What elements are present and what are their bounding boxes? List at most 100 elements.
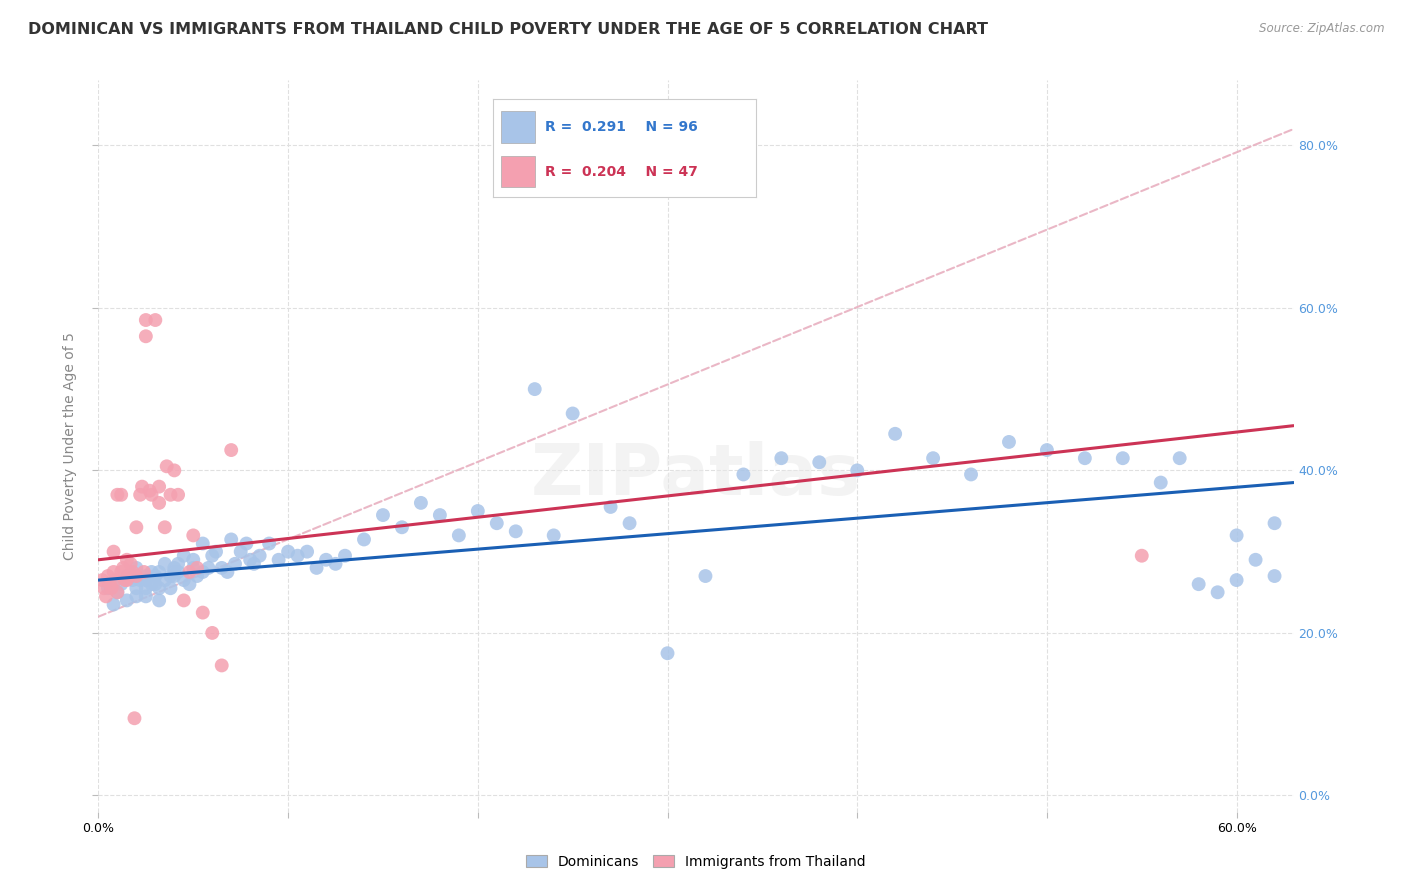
Point — [153, 573, 176, 587]
Point — [141, 565, 163, 579]
Point — [429, 508, 451, 522]
Point — [1074, 451, 1097, 466]
Point — [505, 524, 527, 539]
Point — [371, 508, 394, 522]
Point — [125, 561, 148, 575]
Point — [219, 443, 242, 458]
Point — [846, 463, 869, 477]
Point — [148, 565, 170, 579]
Point — [186, 569, 208, 583]
Point — [197, 561, 219, 575]
Point — [770, 451, 793, 466]
Point — [153, 520, 176, 534]
Point — [105, 488, 128, 502]
Point — [173, 573, 195, 587]
Point — [141, 577, 163, 591]
Point — [167, 565, 190, 579]
Point — [1168, 451, 1191, 466]
Point — [409, 496, 432, 510]
Point — [91, 573, 114, 587]
Point — [191, 536, 214, 550]
Point — [159, 569, 181, 583]
Point — [131, 480, 153, 494]
Point — [105, 585, 128, 599]
Point — [97, 569, 120, 583]
Point — [211, 561, 233, 575]
Point — [167, 557, 190, 571]
Point — [191, 606, 214, 620]
Point — [1112, 451, 1135, 466]
Point — [599, 500, 621, 514]
Point — [115, 593, 138, 607]
Point — [186, 561, 208, 575]
Point — [695, 569, 717, 583]
Point — [733, 467, 755, 482]
Point — [561, 407, 583, 421]
Point — [148, 480, 170, 494]
Point — [105, 585, 128, 599]
Point — [249, 549, 271, 563]
Point — [143, 313, 166, 327]
Point — [115, 573, 138, 587]
Point — [135, 313, 157, 327]
Point — [118, 569, 141, 583]
Point — [1206, 585, 1229, 599]
Point — [1188, 577, 1211, 591]
Point — [159, 488, 181, 502]
Point — [138, 483, 160, 498]
Point — [153, 557, 176, 571]
Point — [125, 520, 148, 534]
Point — [884, 426, 907, 441]
Point — [657, 646, 679, 660]
Point — [132, 565, 155, 579]
Point — [148, 593, 170, 607]
Point — [257, 536, 280, 550]
Point — [179, 565, 201, 579]
Point — [325, 557, 347, 571]
Point — [1150, 475, 1173, 490]
Point — [100, 581, 122, 595]
Point — [239, 553, 262, 567]
Point — [125, 590, 148, 604]
Point — [960, 467, 983, 482]
Point — [1226, 528, 1249, 542]
Point — [205, 544, 228, 558]
Point — [135, 569, 157, 583]
Point — [305, 561, 328, 575]
Point — [543, 528, 565, 542]
Point — [295, 544, 318, 558]
Point — [104, 573, 127, 587]
Point — [267, 553, 290, 567]
Point — [287, 549, 309, 563]
Point — [224, 557, 246, 571]
Point — [333, 549, 356, 563]
Point — [125, 581, 148, 595]
Point — [167, 488, 190, 502]
Point — [141, 488, 163, 502]
Point — [181, 553, 204, 567]
Point — [163, 569, 186, 583]
Point — [135, 581, 157, 595]
Point — [148, 581, 170, 595]
Point — [219, 533, 242, 547]
Point — [179, 577, 201, 591]
Point — [112, 561, 135, 575]
Point — [93, 581, 115, 595]
Point — [1130, 549, 1153, 563]
Point — [156, 459, 179, 474]
Point — [922, 451, 945, 466]
Point — [148, 496, 170, 510]
Point — [391, 520, 413, 534]
Point — [129, 573, 152, 587]
Y-axis label: Child Poverty Under the Age of 5: Child Poverty Under the Age of 5 — [63, 332, 77, 560]
Point — [191, 565, 214, 579]
Text: Source: ZipAtlas.com: Source: ZipAtlas.com — [1260, 22, 1385, 36]
Point — [211, 658, 233, 673]
Point — [103, 544, 125, 558]
Point — [1264, 569, 1286, 583]
Point — [143, 577, 166, 591]
Point — [135, 590, 157, 604]
Point — [94, 590, 117, 604]
Point — [121, 565, 143, 579]
Point — [110, 565, 132, 579]
